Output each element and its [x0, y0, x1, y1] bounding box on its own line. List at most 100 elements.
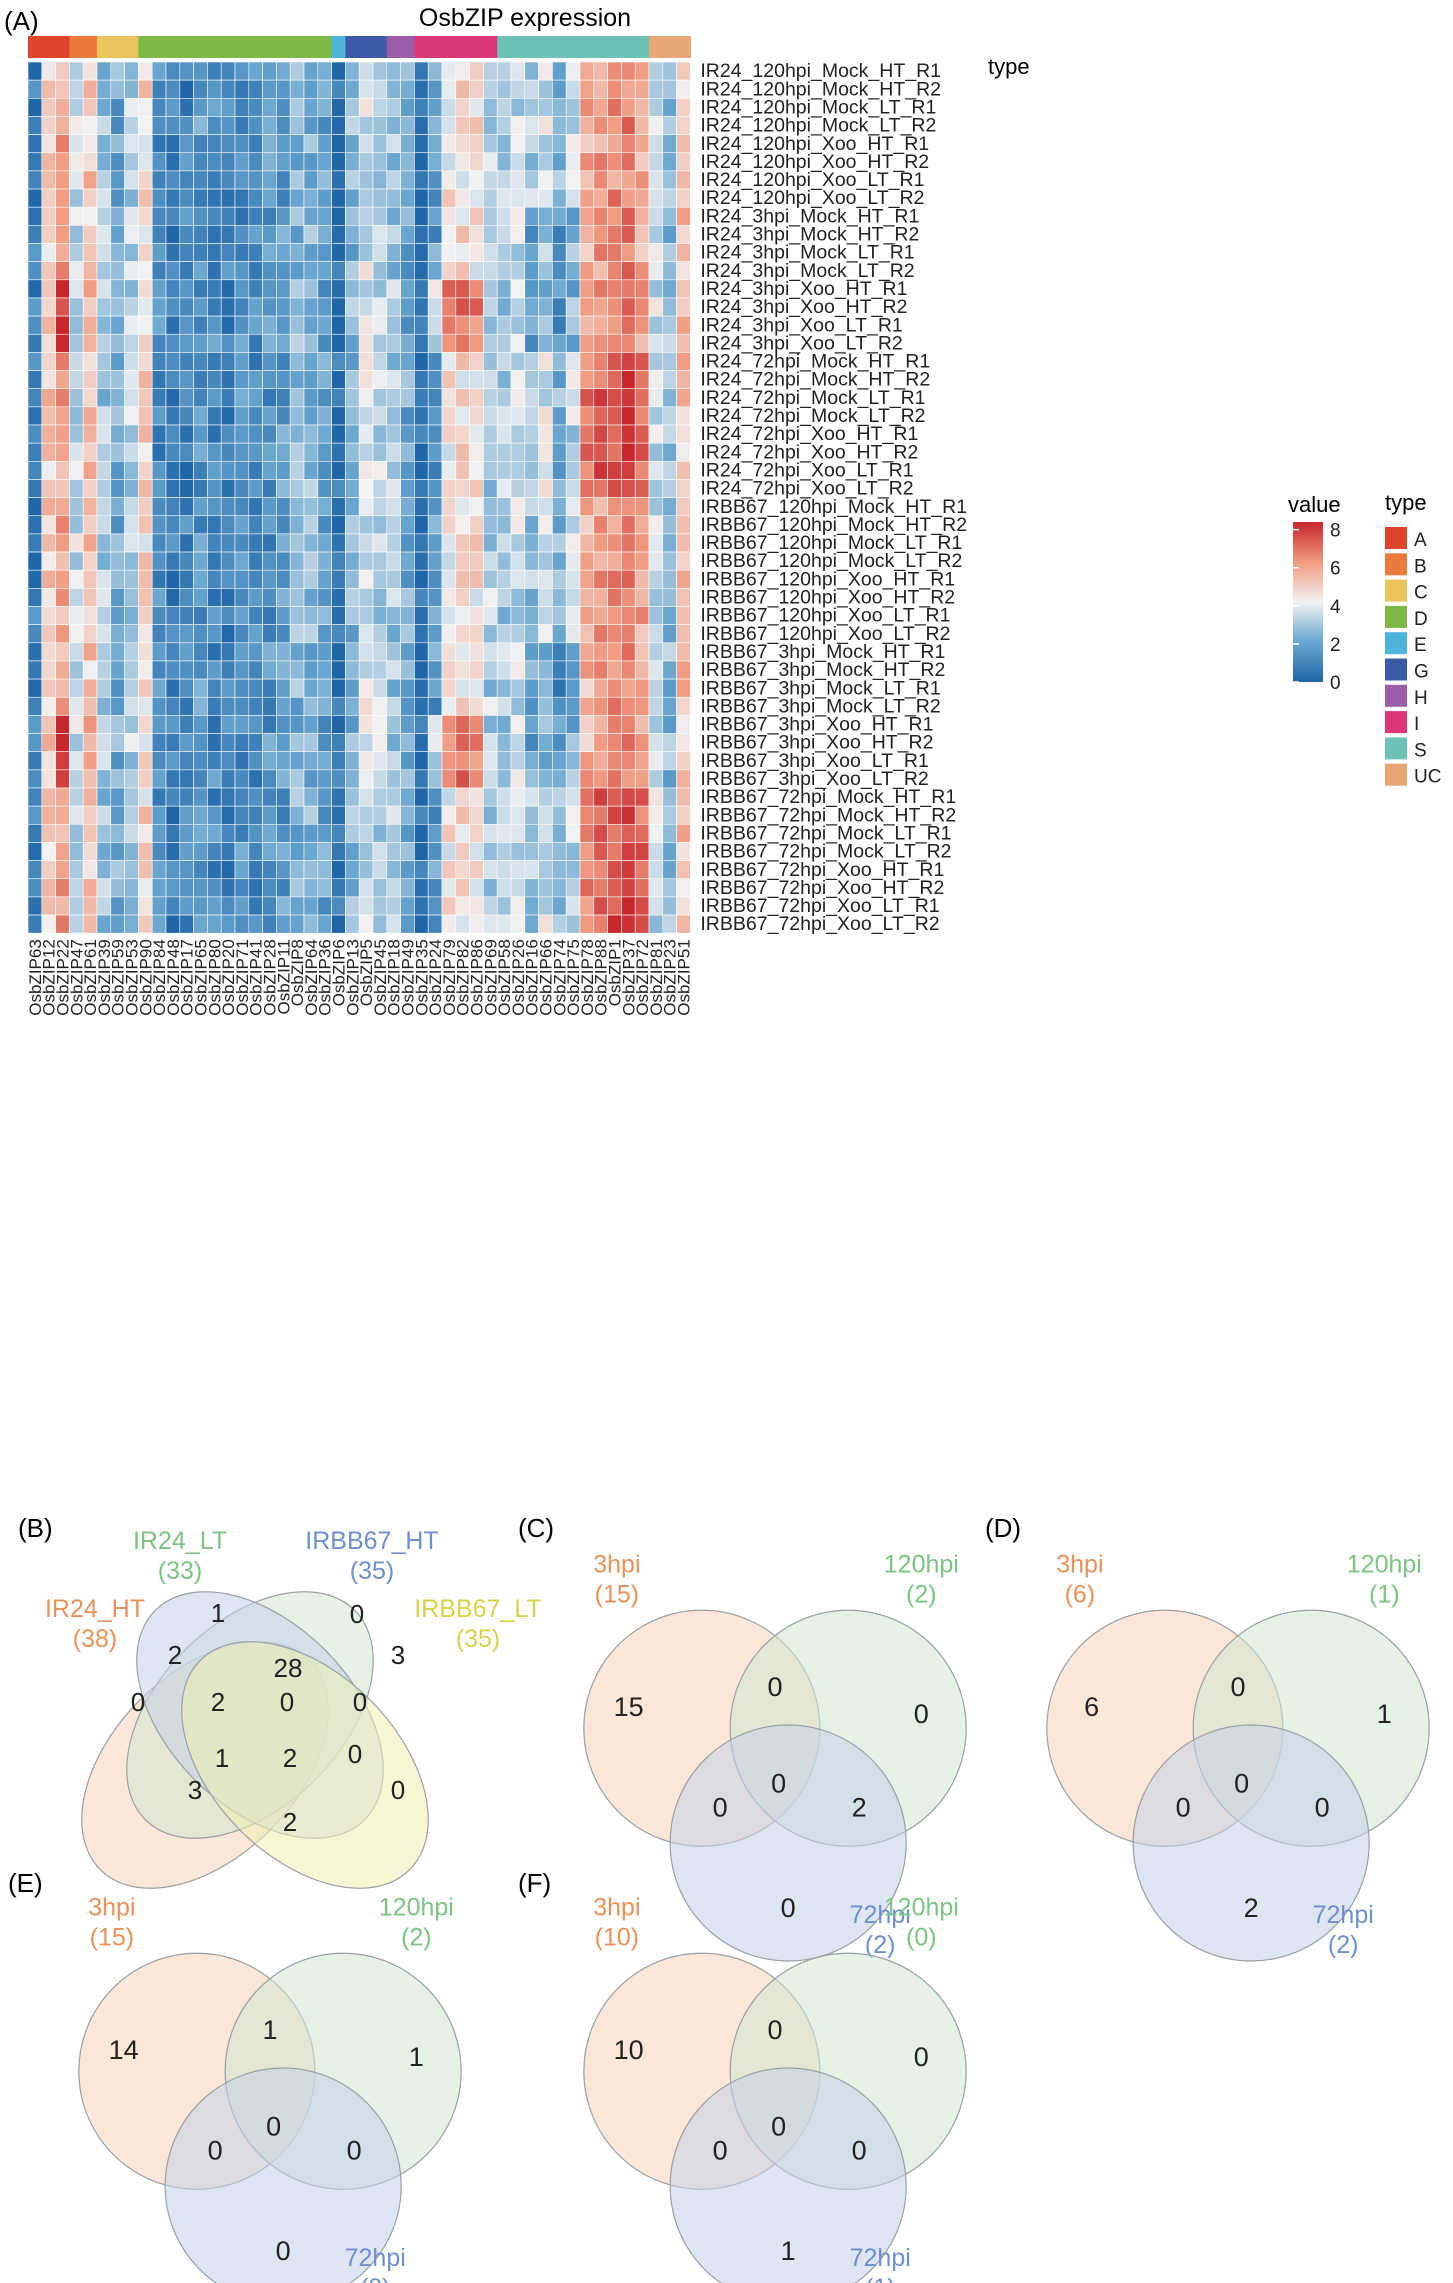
cell-irbb67_120hpi_mock_lt_r2-osbzip48 — [165, 551, 181, 571]
cell-irbb67_72hpi_xoo_lt_r1-osbzip63 — [27, 896, 43, 916]
cell-ir24_72hpi_mock_ht_r1-osbzip58 — [496, 352, 512, 371]
cell-irbb67_72hpi_xoo_lt_r2-osbzip64 — [303, 914, 319, 934]
cell-ir24_72hpi_xoo_lt_r2-osbzip28 — [262, 479, 277, 498]
cell-irbb67_3hpi_xoo_ht_r2-osbzip35 — [414, 733, 429, 752]
cell-ir24_120hpi_mock_ht_r1-osbzip16 — [524, 61, 539, 81]
cell-irbb67_3hpi_mock_ht_r2-osbzip17 — [179, 660, 194, 680]
cell-ir24_72hpi_mock_ht_r2-osbzip23 — [662, 370, 677, 389]
cell-irbb67_120hpi_mock_ht_r2-osbzip72 — [634, 515, 650, 535]
cell-irbb67_120hpi_mock_ht_r2-osbzip16 — [524, 515, 539, 535]
cell-ir24_3hpi_mock_ht_r2-osbzip47 — [69, 225, 84, 244]
cell-ir24_3hpi_mock_lt_r1-osbzip1 — [607, 243, 622, 262]
cell-ir24_72hpi_mock_lt_r1-osbzip63 — [27, 388, 43, 408]
col-label-osbzip16: OsbZIP16 — [523, 939, 542, 1016]
cell-irbb67_120hpi_mock_lt_r2-osbzip79 — [441, 551, 457, 571]
cell-ir24_3hpi_mock_ht_r2-osbzip17 — [179, 225, 194, 244]
cell-irbb67_3hpi_xoo_lt_r1-osbzip65 — [193, 751, 208, 771]
cell-irbb67_72hpi_mock_lt_r1-osbzip22 — [55, 823, 70, 843]
cell-ir24_72hpi_mock_ht_r1-osbzip16 — [524, 352, 539, 371]
cell-ir24_72hpi_mock_ht_r2-osbzip26 — [510, 370, 526, 389]
venn-region-only1: 15 — [614, 1692, 644, 1722]
cell-ir24_72hpi_mock_ht_r2-osbzip36 — [317, 370, 332, 389]
cell-irbb67_72hpi_mock_lt_r2-osbzip90 — [138, 842, 153, 861]
cell-ir24_72hpi_xoo_ht_r2-osbzip1 — [607, 442, 622, 462]
cell-irbb67_3hpi_xoo_lt_r1-osbzip90 — [138, 751, 153, 771]
cell-ir24_3hpi_mock_ht_r2-osbzip88 — [593, 225, 608, 244]
cell-ir24_120hpi_mock_lt_r1-osbzip66 — [538, 98, 553, 117]
cell-ir24_72hpi_mock_ht_r2-osbzip17 — [179, 370, 194, 389]
annotation-osbzip45 — [373, 36, 388, 58]
cell-ir24_72hpi_xoo_lt_r2-osbzip1 — [607, 479, 622, 498]
col-label-osbzip90: OsbZIP90 — [136, 939, 155, 1016]
cell-irbb67_3hpi_mock_lt_r2-osbzip65 — [193, 696, 208, 716]
cell-irbb67_120hpi_xoo_lt_r1-osbzip86 — [469, 606, 484, 625]
cell-ir24_3hpi_mock_ht_r2-osbzip66 — [538, 225, 553, 244]
cell-irbb67_120hpi_mock_lt_r2-osbzip86 — [469, 551, 484, 571]
cell-ir24_72hpi_xoo_lt_r1-osbzip80 — [207, 460, 222, 480]
cell-ir24_120hpi_mock_lt_r1-osbzip65 — [193, 98, 208, 117]
cell-ir24_120hpi_xoo_ht_r1-osbzip49 — [400, 134, 415, 154]
cell-ir24_120hpi_xoo_ht_r1-osbzip61 — [82, 134, 98, 154]
cell-ir24_3hpi_mock_ht_r1-osbzip82 — [455, 206, 470, 226]
cell-irbb67_3hpi_xoo_lt_r1-osbzip64 — [303, 751, 319, 771]
cell-irbb67_72hpi_xoo_lt_r2-osbzip23 — [662, 914, 677, 934]
cell-irbb67_3hpi_mock_lt_r1-osbzip86 — [469, 678, 484, 698]
cell-ir24_72hpi_mock_lt_r2-osbzip86 — [469, 406, 484, 426]
cell-irbb67_72hpi_xoo_lt_r2-osbzip6 — [331, 914, 346, 934]
cell-irbb67_120hpi_xoo_lt_r1-osbzip5 — [358, 606, 374, 625]
cell-ir24_72hpi_xoo_ht_r1-osbzip53 — [124, 424, 139, 444]
cell-ir24_72hpi_xoo_ht_r2-osbzip13 — [345, 442, 360, 462]
cell-irbb67_3hpi_xoo_ht_r2-osbzip28 — [262, 733, 277, 752]
cell-ir24_120hpi_xoo_lt_r1-osbzip41 — [248, 170, 263, 190]
cell-ir24_3hpi_xoo_ht_r1-osbzip74 — [552, 279, 567, 299]
cell-ir24_120hpi_mock_lt_r2-osbzip72 — [634, 116, 650, 135]
cell-irbb67_120hpi_xoo_ht_r2-osbzip66 — [538, 588, 553, 607]
annotation-osbzip49 — [400, 36, 415, 58]
cell-irbb67_72hpi_mock_lt_r1-osbzip58 — [496, 823, 512, 843]
cell-ir24_3hpi_mock_lt_r1-osbzip5 — [358, 243, 374, 262]
cell-irbb67_72hpi_xoo_lt_r1-osbzip58 — [496, 896, 512, 916]
cell-ir24_72hpi_xoo_lt_r1-osbzip53 — [124, 460, 139, 480]
cell-ir24_72hpi_xoo_lt_r2-osbzip80 — [207, 479, 222, 498]
cell-ir24_3hpi_mock_ht_r1-osbzip13 — [345, 206, 360, 226]
cell-irbb67_120hpi_mock_lt_r2-osbzip90 — [138, 551, 153, 571]
cell-ir24_120hpi_mock_lt_r1-osbzip28 — [262, 98, 277, 117]
cell-irbb67_120hpi_xoo_ht_r1-osbzip45 — [372, 569, 388, 589]
cell-irbb67_120hpi_xoo_ht_r2-osbzip75 — [565, 588, 581, 607]
cell-irbb67_120hpi_xoo_lt_r2-osbzip75 — [565, 624, 581, 644]
venn-region-only3: 0 — [276, 2236, 291, 2266]
cell-irbb67_72hpi_mock_lt_r2-osbzip28 — [262, 842, 277, 861]
cell-ir24_3hpi_mock_ht_r2-osbzip63 — [27, 225, 43, 244]
cell-ir24_3hpi_xoo_ht_r2-osbzip78 — [579, 297, 595, 317]
cell-irbb67_120hpi_mock_lt_r1-osbzip69 — [483, 533, 498, 553]
venn-set-count-2: (2) — [401, 1923, 432, 1951]
cell-irbb67_72hpi_xoo_ht_r1-osbzip18 — [386, 860, 401, 880]
cell-irbb67_72hpi_xoo_ht_r1-osbzip36 — [317, 860, 332, 880]
cell-irbb67_72hpi_xoo_ht_r1-osbzip78 — [579, 860, 595, 880]
cell-ir24_72hpi_mock_lt_r1-osbzip47 — [69, 388, 84, 408]
cell-irbb67_3hpi_xoo_lt_r1-osbzip69 — [483, 751, 498, 771]
cell-irbb67_72hpi_mock_ht_r2-osbzip13 — [345, 805, 360, 825]
col-label-osbzip13: OsbZIP13 — [343, 939, 362, 1016]
cell-ir24_120hpi_xoo_lt_r2-osbzip48 — [165, 188, 181, 208]
cell-ir24_3hpi_mock_ht_r1-osbzip90 — [138, 206, 153, 226]
cell-ir24_72hpi_xoo_ht_r2-osbzip79 — [441, 442, 457, 462]
cell-irbb67_120hpi_mock_lt_r1-osbzip65 — [193, 533, 208, 553]
cell-ir24_120hpi_mock_lt_r1-osbzip69 — [483, 98, 498, 117]
cell-irbb67_120hpi_xoo_ht_r2-osbzip13 — [345, 588, 360, 607]
cell-irbb67_72hpi_xoo_ht_r1-osbzip16 — [524, 860, 539, 880]
cell-irbb67_3hpi_mock_lt_r2-osbzip6 — [331, 696, 346, 716]
venn-region-only3: 0 — [781, 1893, 796, 1923]
cell-irbb67_72hpi_mock_lt_r1-osbzip49 — [400, 823, 415, 843]
cell-irbb67_120hpi_mock_ht_r2-osbzip20 — [220, 515, 236, 535]
cell-irbb67_3hpi_mock_ht_r1-osbzip45 — [372, 642, 388, 662]
cell-irbb67_3hpi_mock_ht_r2-osbzip81 — [648, 660, 664, 680]
cell-irbb67_72hpi_mock_lt_r1-osbzip51 — [676, 823, 691, 843]
cell-ir24_120hpi_xoo_lt_r1-osbzip47 — [69, 170, 84, 190]
cell-irbb67_72hpi_xoo_lt_r2-osbzip28 — [262, 914, 277, 934]
value-tick-label-4: 4 — [1330, 597, 1341, 618]
cell-irbb67_120hpi_xoo_lt_r1-osbzip26 — [510, 606, 526, 625]
cell-irbb67_3hpi_mock_ht_r1-osbzip11 — [276, 642, 291, 662]
cell-ir24_72hpi_xoo_ht_r1-osbzip11 — [276, 424, 291, 444]
cell-irbb67_72hpi_mock_lt_r1-osbzip37 — [621, 823, 636, 843]
